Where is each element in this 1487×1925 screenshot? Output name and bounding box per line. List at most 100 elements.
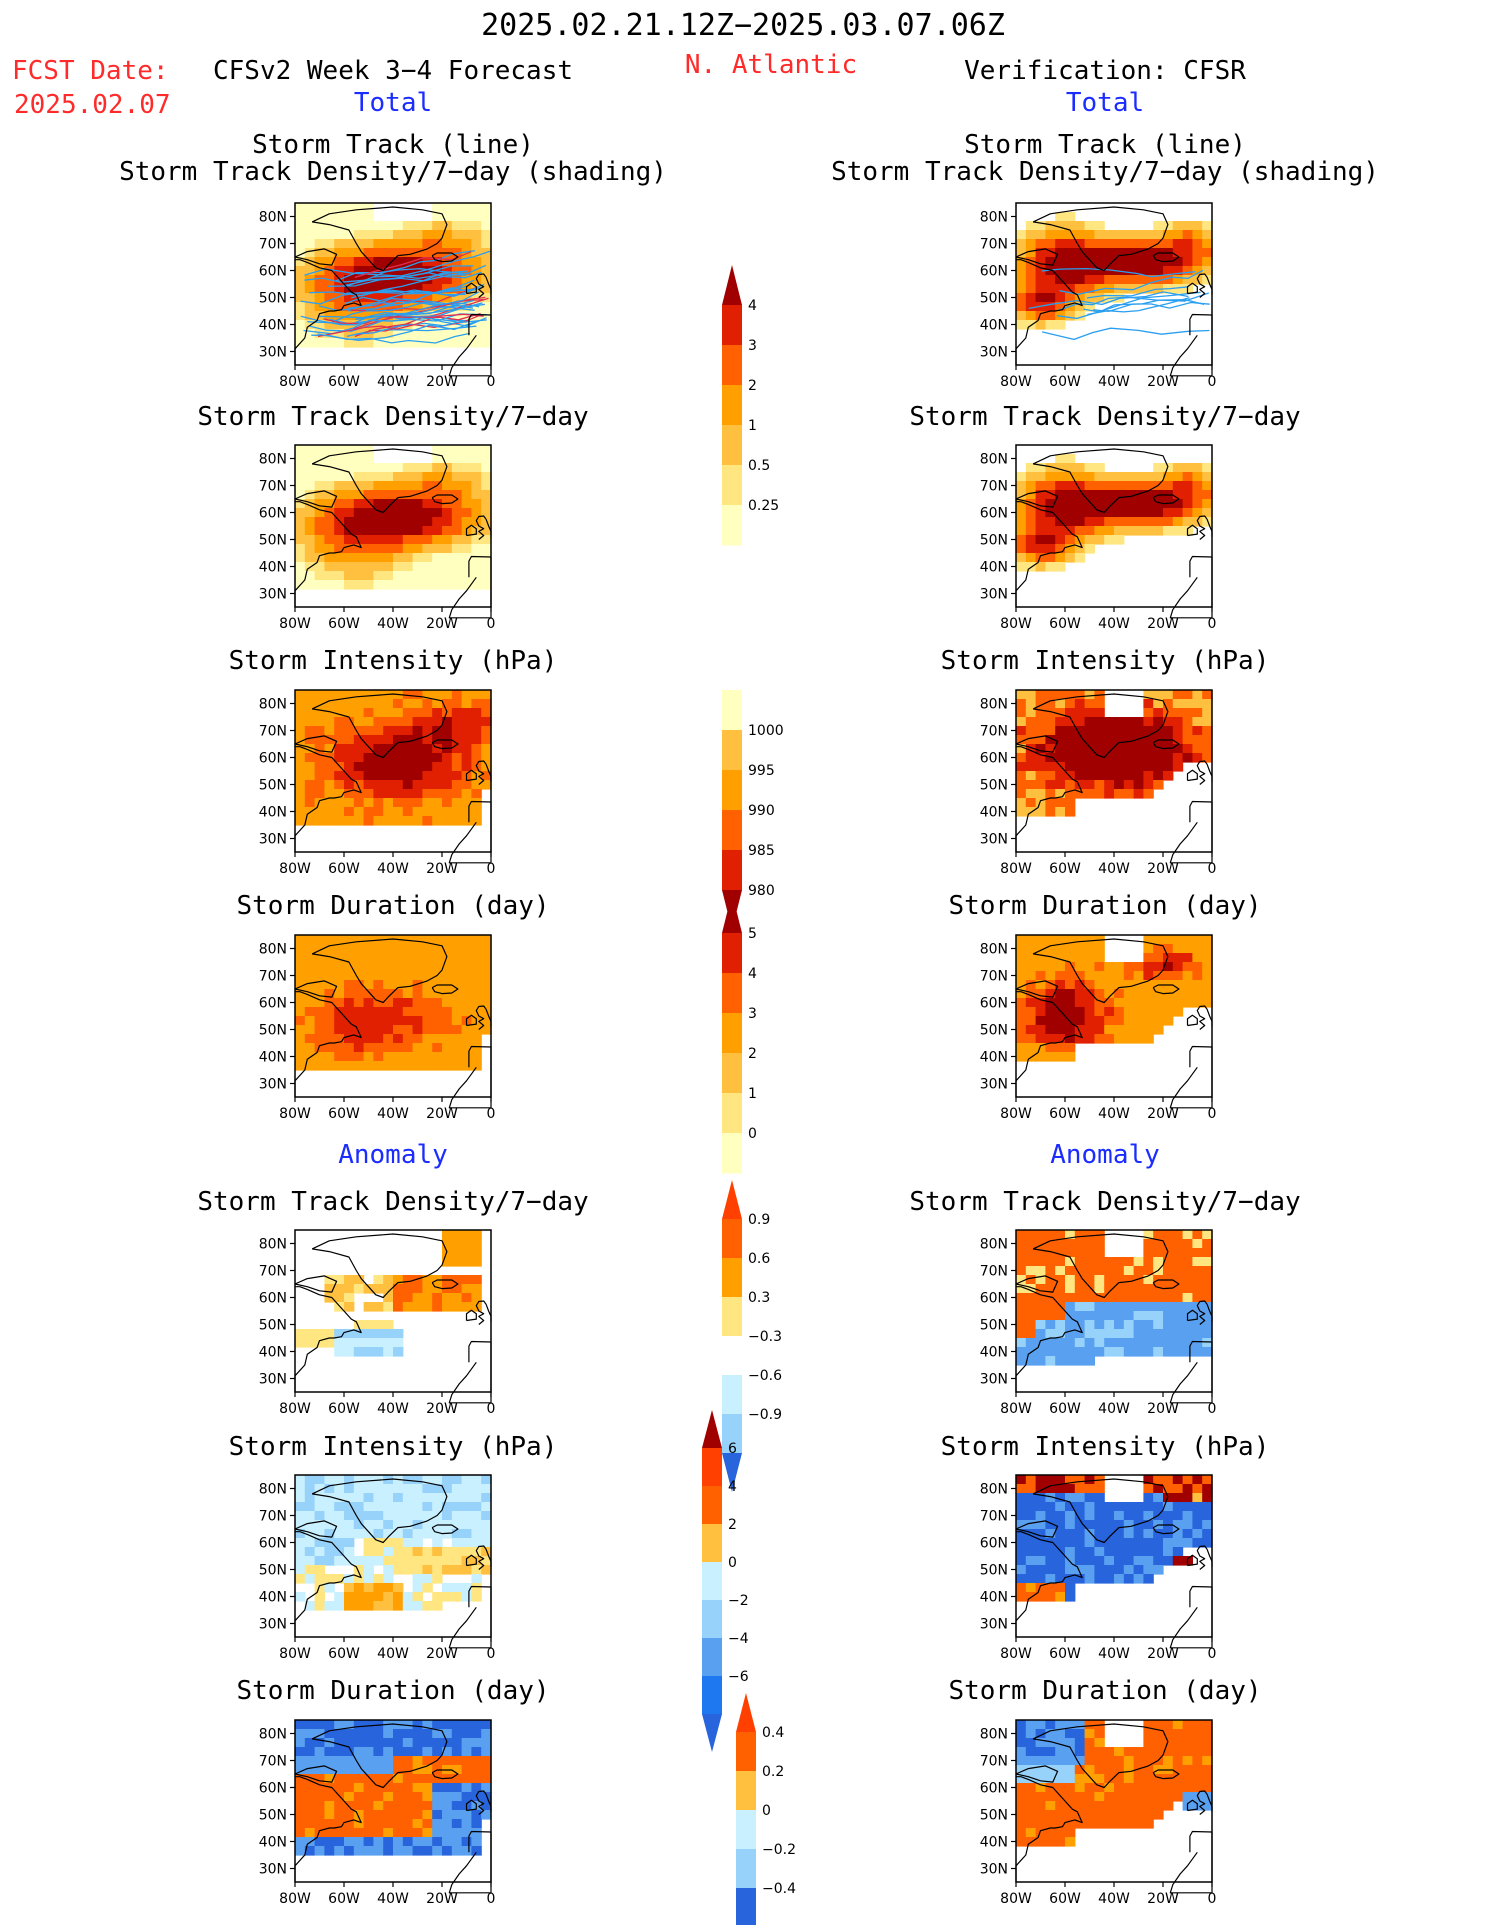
heatmap-cell [422,935,433,945]
heatmap-cell [1084,753,1095,763]
heatmap-cell [461,1302,472,1312]
colorbar-segment [722,1053,742,1094]
heatmap-cell [363,203,374,213]
heatmap-cell [295,508,306,518]
heatmap-cell [471,1257,482,1267]
heatmap-cell [1153,266,1164,276]
heatmap-cell [1202,753,1213,763]
heatmap-cell [344,562,355,572]
heatmap-cell [295,1565,306,1575]
heatmap-cell [373,1765,384,1775]
heatmap-cell [1025,311,1037,321]
heatmap-cell [1133,989,1144,999]
lon-tick-label: 0 [1208,1646,1217,1662]
heatmap-cell [295,1810,306,1820]
heatmap-cell [314,1729,325,1739]
heatmap-cell [1016,789,1027,799]
heatmap-cell [353,1783,365,1793]
heatmap-cell [383,517,394,527]
heatmap-cell [432,1556,443,1566]
heatmap-cell [1065,1565,1076,1575]
heatmap-cell [1035,239,1046,249]
heatmap-cell [1114,257,1125,267]
lon-tick-label: 20W [1147,1646,1179,1662]
lat-tick-label: 40N [259,1050,287,1066]
heatmap-cell [1016,1783,1027,1793]
heatmap-cell [402,481,414,491]
heatmap-cell [412,998,423,1008]
heatmap-cell [442,1302,453,1312]
heatmap-cell [481,1475,492,1485]
heatmap-cell [373,257,384,267]
heatmap-cell [1065,212,1076,222]
heatmap-cell [461,1475,472,1485]
heatmap-cell [432,1061,443,1071]
heatmap-cell [334,708,345,718]
heatmap-cell [1202,239,1213,249]
colorbar-segment [702,1562,722,1601]
heatmap-cell [1192,1484,1203,1494]
heatmap-cell [1104,472,1115,482]
heatmap-cell [344,508,355,518]
heatmap-cell [314,562,325,572]
heatmap-cell [393,553,404,563]
heatmap-cell [1123,1311,1135,1321]
lat-tick-label: 30N [259,345,287,361]
heatmap-cell [1055,553,1066,563]
lat-tick-label: 30N [259,832,287,848]
heatmap-cell [373,1601,384,1611]
heatmap-cell [1104,1529,1115,1539]
heatmap-cell [1025,293,1037,303]
heatmap-cell [1045,284,1056,294]
heatmap-cell [1104,526,1115,536]
heatmap-cell [451,690,463,700]
heatmap-cell [324,1329,335,1339]
lat-tick-label: 40N [259,805,287,821]
heatmap-cell [1094,780,1105,790]
heatmap-cell [1094,1493,1105,1503]
heatmap-cell [353,1756,365,1766]
heatmap-cell [334,1837,345,1847]
heatmap-cell [324,571,335,581]
heatmap-cell [1172,1320,1184,1330]
heatmap-cell [422,1484,433,1494]
heatmap-cell [402,239,414,249]
lat-tick-label: 40N [980,1050,1008,1066]
heatmap-cell [1065,690,1076,700]
heatmap-cell [1074,526,1086,536]
heatmap-cells [295,935,492,1071]
heatmap-cell [383,580,394,590]
heatmap-cell [295,953,306,963]
heatmap-cell [471,248,482,258]
heatmap-cell [471,1043,482,1053]
heatmap-cell [1035,1493,1046,1503]
heatmap-cell [1143,1007,1154,1017]
heatmap-cell [412,257,423,267]
heatmap-cell [344,490,355,500]
storm-track-line [1059,269,1204,295]
lat-tick-label: 80N [259,1237,287,1253]
heatmap-cell [334,239,345,249]
heatmap-cell [344,1801,355,1811]
lat-tick-label: 70N [980,724,1008,740]
heatmap-cell [393,1556,404,1566]
heatmap-cell [1025,1338,1037,1348]
heatmap-cell [334,944,345,954]
heatmap-cell [1045,962,1056,972]
heatmap-cell [1055,1747,1066,1757]
heatmap-cell [1094,472,1105,482]
heatmap-cell [1192,998,1203,1008]
heatmap-cell [422,320,433,330]
heatmap-cell [1035,1819,1046,1829]
heatmap-cell [1084,526,1095,536]
heatmap-cell [1172,508,1184,518]
storm-track-line [317,300,474,319]
heatmap-cell [383,1529,394,1539]
heatmap-cell [422,293,433,303]
heatmap-cell [363,717,374,727]
heatmap-cell [1104,1284,1115,1294]
heatmap-cell [393,1819,404,1829]
heatmap-cell [1182,1538,1193,1548]
